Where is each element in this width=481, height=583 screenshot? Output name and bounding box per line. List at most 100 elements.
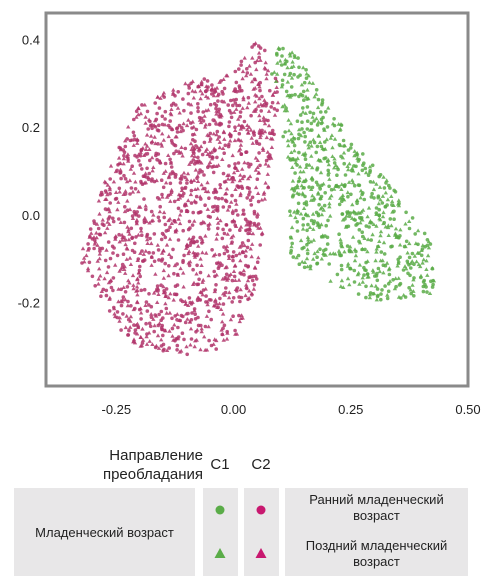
c2-point: [200, 280, 205, 284]
c2-point: [217, 145, 222, 150]
c1-point: [409, 291, 414, 296]
c1-point: [363, 170, 369, 175]
c1-point: [320, 101, 325, 105]
c2-point: [122, 150, 127, 154]
c2-point: [221, 302, 226, 306]
c2-point: [91, 235, 97, 239]
c2-point: [172, 263, 178, 268]
c2-point: [231, 103, 235, 108]
c2-point: [120, 262, 125, 267]
c1-point: [281, 134, 286, 139]
c1-point: [385, 296, 390, 301]
c2-point: [238, 224, 244, 229]
c1-point: [354, 211, 359, 216]
c2-point: [230, 300, 234, 304]
c2-point: [175, 197, 181, 201]
c2-point: [166, 134, 171, 139]
c2-point: [233, 128, 238, 132]
c2-point: [266, 163, 271, 168]
c2-point: [188, 342, 193, 347]
c2-point: [199, 79, 204, 84]
c2-point: [214, 106, 218, 111]
c2-point: [239, 295, 244, 300]
c1-point: [362, 273, 366, 277]
c2-point: [154, 117, 159, 122]
c1-point: [365, 274, 370, 279]
c2-point: [141, 174, 146, 178]
c2-point: [150, 342, 155, 346]
c2-point: [208, 215, 212, 219]
c1-point: [343, 173, 348, 177]
c2-point: [258, 135, 263, 140]
c2-point: [241, 268, 246, 273]
c1-point: [296, 56, 300, 60]
c1-point: [285, 79, 290, 84]
c1-point: [310, 211, 316, 216]
c1-point: [308, 128, 313, 132]
c1-point: [327, 184, 331, 189]
c1-point: [425, 253, 431, 258]
c2-point: [260, 146, 266, 151]
c2-point: [128, 325, 133, 329]
c2-point: [133, 153, 137, 158]
c1-point: [302, 80, 307, 85]
c1-point: [352, 183, 357, 188]
c2-point: [117, 239, 122, 244]
c2-point: [231, 250, 236, 254]
c2-point: [176, 238, 181, 242]
c1-point: [320, 98, 325, 102]
c2-point: [252, 211, 257, 216]
c2-point: [115, 310, 120, 314]
c2-point: [138, 306, 143, 311]
c2-point: [259, 197, 264, 202]
c2-point: [184, 344, 189, 349]
c2-point: [144, 233, 149, 237]
c2-point: [173, 175, 178, 179]
c2-point: [214, 301, 219, 306]
c2-point: [189, 201, 194, 205]
c1-point: [308, 198, 314, 202]
c2-point: [123, 290, 128, 294]
c2-point: [166, 295, 171, 300]
c2-point: [125, 246, 130, 251]
c1-point: [360, 275, 365, 280]
c2-point: [220, 157, 225, 161]
c1-point: [386, 289, 391, 294]
c2-point: [118, 267, 124, 271]
c1-point: [424, 267, 429, 271]
c2-point: [264, 76, 269, 81]
c1-point: [282, 108, 287, 113]
c2-point: [256, 50, 262, 55]
c2-point: [180, 174, 184, 178]
c2-point: [127, 255, 133, 260]
c2-point: [171, 297, 176, 302]
c2-point: [186, 91, 191, 96]
c2-point: [232, 164, 238, 169]
c1-point: [298, 113, 303, 117]
c1-point: [345, 276, 351, 281]
c1-point: [286, 118, 291, 122]
c2-point: [148, 158, 152, 163]
c2-point: [148, 236, 152, 241]
c2-point: [133, 187, 138, 191]
c1-point: [314, 150, 319, 155]
c1-point: [347, 282, 352, 287]
c2-point: [92, 219, 96, 223]
c1-point: [387, 272, 392, 277]
c2-point: [186, 102, 191, 106]
c1-point: [305, 87, 310, 92]
c2-point: [263, 117, 269, 122]
c2-point: [86, 242, 90, 246]
c2-point: [187, 236, 192, 241]
c2-point: [245, 245, 250, 250]
c2-point: [233, 224, 239, 228]
c2-point: [153, 272, 158, 276]
c2-point: [257, 55, 262, 60]
c2-point: [230, 179, 235, 184]
c1-point: [311, 238, 316, 242]
c1-point: [310, 165, 315, 170]
c2-point: [150, 218, 156, 223]
c2-point: [204, 84, 209, 88]
c2-point: [224, 186, 230, 191]
c2-point: [105, 226, 110, 230]
